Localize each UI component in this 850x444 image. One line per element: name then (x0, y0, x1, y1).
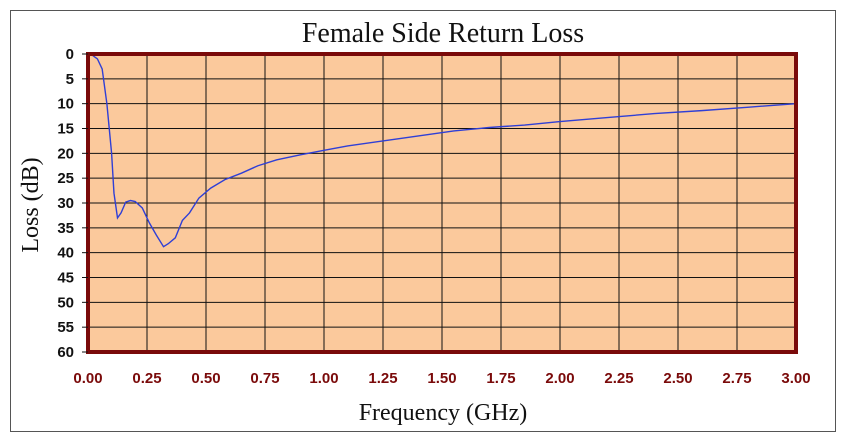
chart-title: Female Side Return Loss (302, 18, 584, 49)
y-tick-label: 5 (66, 71, 74, 88)
y-tick-label: 60 (57, 344, 74, 361)
y-tick-label: 45 (57, 270, 74, 287)
x-axis-title: Frequency (GHz) (359, 400, 528, 426)
x-tick-label: 0.25 (132, 370, 161, 387)
x-tick-label: 0.75 (250, 370, 279, 387)
y-tick-label: 10 (57, 96, 74, 113)
x-tick-label: 0.00 (73, 370, 102, 387)
x-tick-label: 2.75 (722, 370, 751, 387)
x-tick-label: 0.50 (191, 370, 220, 387)
y-tick-label: 50 (57, 294, 74, 311)
x-tick-label: 1.00 (309, 370, 338, 387)
series-line-return-loss (87, 53, 797, 248)
y-axis-tick-labels: 0 5 10 15 20 25 30 35 40 45 50 55 60 (57, 46, 88, 361)
x-tick-label: 2.50 (663, 370, 692, 387)
x-tick-label: 2.25 (604, 370, 633, 387)
y-tick-label: 35 (57, 220, 74, 237)
x-tick-label: 2.00 (545, 370, 574, 387)
y-tick-label: 40 (57, 245, 74, 262)
y-tick-label: 25 (57, 170, 74, 187)
x-tick-label: 1.75 (486, 370, 515, 387)
y-tick-label: 30 (57, 195, 74, 212)
y-tick-label: 0 (66, 46, 74, 63)
x-tick-label: 3.00 (781, 370, 810, 387)
x-tick-label: 1.50 (427, 370, 456, 387)
x-tick-label: 1.25 (368, 370, 397, 387)
y-tick-label: 15 (57, 121, 74, 138)
y-axis-title: Loss (dB) (18, 157, 44, 252)
grid-lines (87, 53, 797, 353)
y-tick-label: 20 (57, 145, 74, 162)
x-axis-tick-labels: 0.00 0.25 0.50 0.75 1.00 1.25 1.50 1.75 2.00 2.25… (73, 370, 810, 387)
y-tick-label: 55 (57, 319, 74, 336)
